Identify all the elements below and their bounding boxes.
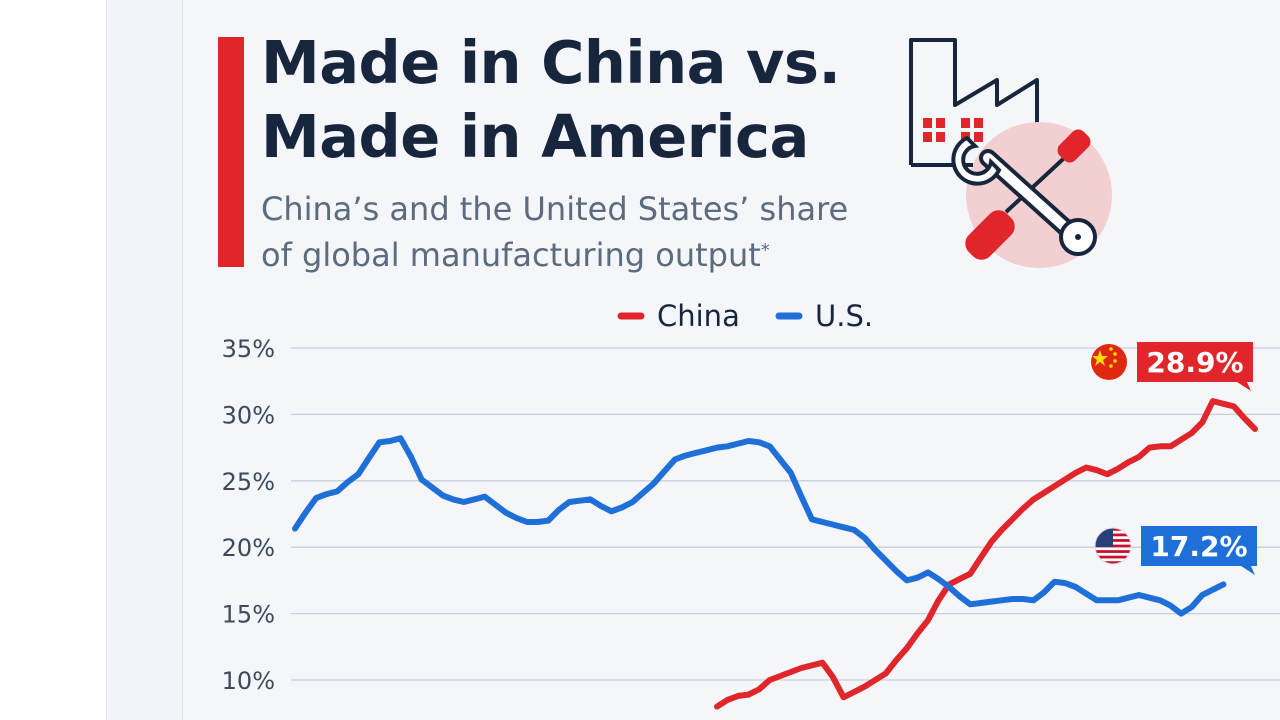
- u-s-series-line: [292, 435, 1227, 617]
- footnote-mark: *: [760, 240, 770, 261]
- us-flag-icon: [1094, 527, 1132, 565]
- title-line-2: Made in America: [261, 102, 809, 171]
- y-tick-label: 35%: [222, 335, 275, 363]
- infographic-card: Made in China vs. Made in America China’…: [182, 0, 1280, 720]
- y-tick-label: 20%: [222, 534, 275, 562]
- factory-icon: [909, 38, 1112, 268]
- page-subtitle: China’s and the United States’ share of …: [261, 186, 901, 278]
- title-line-1: Made in China vs.: [261, 28, 841, 97]
- page-title: Made in China vs. Made in America: [261, 26, 881, 174]
- subtitle-line-2: of global manufacturing output: [261, 236, 761, 274]
- end-value-text: 17.2%: [1150, 530, 1247, 563]
- china-flag-icon: [1091, 344, 1127, 380]
- wrench-screwdriver-icon: [911, 122, 1112, 268]
- legend-label-u-s: U.S.: [815, 299, 873, 333]
- factory-outline: [909, 38, 1039, 165]
- left-blank-panel: [0, 0, 106, 720]
- u-s-end-label: 17.2%: [1141, 526, 1257, 575]
- y-tick-label: 15%: [222, 601, 275, 629]
- line-chart: 35% 30% 25% 20% 15% 10% China U.S. 28.9% 17.2%: [222, 299, 1280, 710]
- title-accent-bar: [218, 37, 244, 267]
- side-gutter: [106, 0, 182, 720]
- end-value-text: 28.9%: [1146, 346, 1243, 379]
- subtitle-line-1: China’s and the United States’ share: [261, 190, 849, 228]
- y-tick-label: 10%: [222, 667, 275, 695]
- y-tick-label: 25%: [222, 468, 275, 496]
- china-end-label: 28.9%: [1137, 342, 1253, 391]
- china-series-line: [714, 398, 1258, 710]
- y-tick-label: 30%: [222, 401, 275, 429]
- factory-windows: [923, 118, 983, 142]
- legend-label-china: China: [657, 299, 740, 333]
